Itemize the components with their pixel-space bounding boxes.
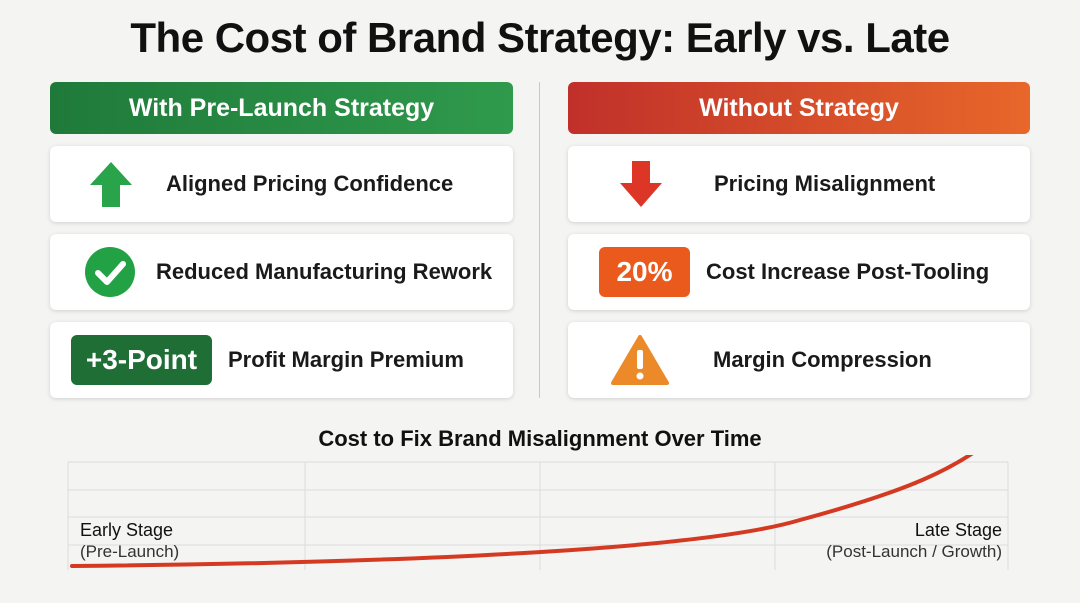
item-text: Margin Compression: [713, 347, 932, 372]
card: +3-Point Profit Margin Premium: [50, 322, 513, 398]
card: Aligned Pricing Confidence: [50, 146, 513, 222]
curve-chart: [67, 455, 1009, 570]
item-text: Pricing Misalignment: [714, 171, 936, 196]
card: Pricing Misalignment: [568, 146, 1030, 222]
title: The Cost of Brand Strategy: Early vs. La…: [130, 14, 950, 61]
badge: +3-Point: [71, 335, 212, 385]
divider: [539, 82, 540, 398]
cost-curve: [70, 455, 974, 568]
column-header: With Pre-Launch Strategy: [50, 82, 513, 134]
grid: [67, 461, 1009, 570]
start-sub: (Pre-Launch): [80, 542, 180, 561]
start-label: Early Stage: [80, 520, 174, 540]
end-sub: (Post-Launch / Growth): [826, 542, 1002, 561]
curve-title: Cost to Fix Brand Misalignment Over Time: [318, 426, 762, 451]
column-header: Without Strategy: [568, 82, 1030, 134]
end-label: Late Stage: [914, 520, 1002, 540]
item-text: Reduced Manufacturing Rework: [156, 259, 493, 284]
card: 20% Cost Increase Post-Tooling: [568, 234, 1030, 310]
badge: 20%: [599, 247, 690, 297]
item-text: Cost Increase Post-Tooling: [706, 259, 990, 284]
warning-icon: [611, 335, 669, 385]
up-arrow-icon: [90, 162, 132, 207]
item-text: Aligned Pricing Confidence: [166, 171, 454, 196]
item-text: Profit Margin Premium: [228, 347, 464, 372]
card: Margin Compression: [568, 322, 1030, 398]
down-arrow-icon: [620, 161, 662, 207]
check-icon: [85, 247, 135, 297]
card: Reduced Manufacturing Rework: [50, 234, 513, 310]
